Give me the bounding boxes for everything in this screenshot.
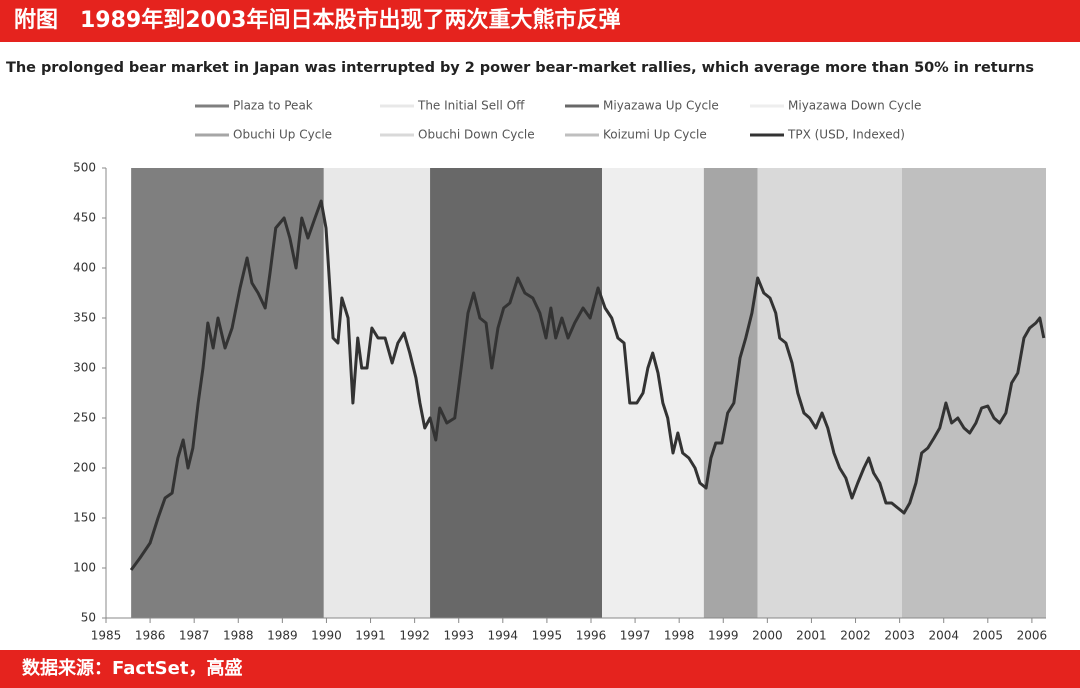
x-tick-label: 1992	[399, 629, 430, 643]
y-tick-label: 50	[81, 611, 96, 625]
x-tick-label: 2001	[796, 629, 827, 643]
header-title: 附图 1989年到2003年间日本股市出现了两次重大熊市反弹	[14, 7, 620, 33]
x-tick-label: 1999	[708, 629, 739, 643]
y-tick-label: 250	[73, 411, 96, 425]
x-tick-label: 2005	[973, 629, 1004, 643]
chart-title: The prolonged bear market in Japan was i…	[6, 60, 1034, 76]
x-tick-label: 1990	[311, 629, 342, 643]
x-tick-label: 2006	[1017, 629, 1048, 643]
legend-label: The Initial Sell Off	[417, 99, 525, 113]
period-band	[602, 168, 704, 618]
legend-label: Miyazawa Down Cycle	[788, 99, 921, 113]
x-tick-label: 1997	[620, 629, 651, 643]
y-tick-label: 200	[73, 461, 96, 475]
header-bar	[0, 0, 1080, 42]
y-tick-label: 450	[73, 211, 96, 225]
x-tick-label: 1996	[576, 629, 607, 643]
period-band	[430, 168, 603, 618]
x-tick-label: 2004	[928, 629, 959, 643]
x-tick-label: 1998	[664, 629, 695, 643]
legend-label: Miyazawa Up Cycle	[603, 99, 719, 113]
footer-bar	[0, 650, 1080, 688]
period-band	[131, 168, 324, 618]
x-tick-label: 1987	[179, 629, 210, 643]
x-tick-label: 1989	[267, 629, 298, 643]
period-band	[757, 168, 902, 618]
x-tick-label: 2002	[840, 629, 871, 643]
x-tick-label: 1985	[91, 629, 122, 643]
legend-label: Koizumi Up Cycle	[603, 128, 707, 142]
y-tick-label: 500	[73, 161, 96, 175]
y-tick-label: 100	[73, 561, 96, 575]
legend-label: Plaza to Peak	[233, 99, 313, 113]
y-tick-label: 350	[73, 311, 96, 325]
x-tick-label: 2003	[884, 629, 915, 643]
period-band	[323, 168, 431, 618]
x-tick-label: 1991	[355, 629, 386, 643]
tpx-line	[129, 199, 1046, 571]
legend-label: TPX (USD, Indexed)	[787, 128, 905, 142]
y-tick-label: 150	[73, 511, 96, 525]
x-tick-label: 1986	[135, 629, 166, 643]
x-tick-label: 1993	[443, 629, 474, 643]
x-tick-label: 2000	[752, 629, 783, 643]
source: 数据来源：FactSet，高盛	[22, 657, 242, 679]
y-tick-label: 300	[73, 361, 96, 375]
y-tick-label: 400	[73, 261, 96, 275]
legend-label: Obuchi Down Cycle	[418, 128, 535, 142]
period-band	[703, 168, 758, 618]
x-tick-label: 1994	[488, 629, 519, 643]
legend-label: Obuchi Up Cycle	[233, 128, 332, 142]
x-tick-label: 1988	[223, 629, 254, 643]
x-tick-label: 1995	[532, 629, 563, 643]
period-band	[901, 168, 1046, 618]
